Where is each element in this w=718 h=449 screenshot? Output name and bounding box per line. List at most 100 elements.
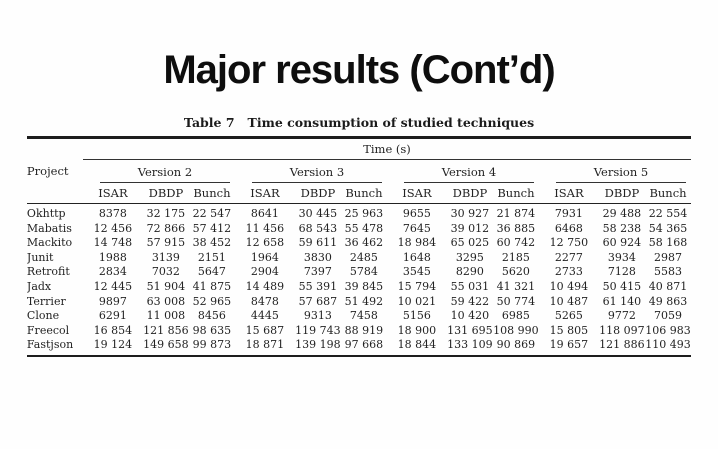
value-cell: 18 871 [245, 338, 285, 352]
value-cell: 108 990 [493, 323, 539, 337]
value-cell: 8378 [98, 207, 127, 220]
value-cell: 1648 [402, 250, 431, 264]
value-cell: 8290 [455, 265, 484, 279]
version-4-label: Version 4 [403, 162, 534, 183]
subheader-dbdp: DBDP [446, 182, 493, 204]
value-cell: 2987 [654, 250, 682, 264]
value-cell: 8456 [197, 309, 226, 323]
value-cell: 131 695 [447, 323, 493, 337]
value-cell: 99 873 [192, 338, 232, 352]
value-cell: 3545 [402, 265, 431, 279]
value-cell: 12 658 [245, 236, 285, 250]
value-cell: 63 008 [146, 294, 186, 308]
value-cell: 10 021 [397, 294, 437, 308]
value-cell: 2733 [554, 265, 583, 279]
value-cell: 22 547 [192, 207, 232, 220]
value-cell: 58 238 [602, 221, 642, 235]
table-caption-label: Table 7 [183, 115, 235, 130]
value-cell: 10 494 [549, 279, 589, 293]
value-cell: 41 875 [192, 279, 232, 293]
value-cell: 12 445 [93, 279, 133, 293]
subheader-bunch: Bunch [340, 182, 387, 204]
value-cell: 7645 [402, 221, 431, 235]
version-5-header-cell: Version 5 [539, 160, 691, 183]
value-cell: 30 927 [450, 207, 490, 220]
value-cell: 18 844 [397, 338, 437, 352]
value-cell: 6468 [554, 221, 583, 235]
table-row: Fastjson 19 124 149 658 99 873 18 871 139 198… [27, 338, 691, 356]
value-cell: 3934 [607, 250, 636, 264]
value-cell: 52 965 [192, 294, 232, 308]
table-row: Clone 6291 11 008 8456 4445 9313 7458 5156 10 42… [27, 309, 691, 324]
subheader-dbdp: DBDP [294, 182, 341, 204]
version-5-label: Version 5 [555, 162, 687, 183]
subheader-bunch: Bunch [492, 182, 539, 204]
version-2-label: Version 2 [99, 162, 230, 183]
value-cell: 51 904 [146, 279, 186, 293]
value-cell: 15 794 [397, 279, 437, 293]
value-cell: 7032 [151, 265, 180, 279]
project-name: Okhttp [26, 207, 66, 220]
value-cell: 59 422 [450, 294, 490, 308]
value-cell: 11 456 [245, 221, 285, 235]
project-name: Mabatis [26, 221, 72, 235]
value-cell: 5647 [197, 265, 226, 279]
project-name: Mackito [26, 236, 73, 250]
value-cell: 60 742 [496, 236, 536, 250]
value-cell: 18 900 [397, 323, 437, 337]
value-cell: 2485 [349, 250, 378, 264]
project-column-header: Project [26, 137, 83, 204]
subheader-isar: ISAR [234, 182, 295, 204]
value-cell: 57 915 [146, 236, 186, 250]
value-cell: 39 012 [450, 221, 490, 235]
value-cell: 18 984 [397, 236, 437, 250]
value-cell: 9772 [607, 309, 636, 323]
project-name: Freecol [26, 323, 70, 337]
value-cell: 1988 [98, 250, 127, 264]
value-cell: 121 856 [143, 323, 189, 337]
value-cell: 55 478 [344, 221, 384, 235]
value-cell: 4445 [250, 309, 279, 323]
value-cell: 54 365 [648, 221, 688, 235]
value-cell: 15 805 [549, 323, 589, 337]
subheader-bunch: Bunch [188, 182, 235, 204]
version-4-header-cell: Version 4 [387, 160, 539, 183]
value-cell: 149 658 [143, 338, 189, 352]
value-cell: 72 866 [146, 221, 186, 235]
project-name: Retrofit [26, 265, 70, 279]
slide-title: Major results (Cont’d) [163, 48, 555, 92]
value-cell: 32 175 [146, 207, 186, 220]
value-cell: 2834 [98, 265, 127, 279]
project-name: Clone [26, 309, 60, 323]
value-cell: 30 445 [298, 207, 338, 220]
value-cell: 118 097 [599, 323, 645, 337]
value-cell: 5784 [349, 265, 378, 279]
value-cell: 68 543 [298, 221, 338, 235]
subheader-isar: ISAR [386, 182, 447, 204]
table-row: Junit 1988 3139 2151 1964 3830 2485 1648 3295 218… [27, 251, 691, 266]
table-block: Table 7 Time consumption of studied techn… [0, 115, 718, 357]
value-cell: 5156 [402, 309, 431, 323]
value-cell: 25 963 [344, 207, 384, 220]
value-cell: 90 869 [496, 338, 536, 352]
value-cell: 10 487 [549, 294, 589, 308]
value-cell: 60 924 [602, 236, 642, 250]
project-name: Terrier [26, 294, 66, 308]
value-cell: 16 854 [93, 323, 133, 337]
value-cell: 7458 [349, 309, 378, 323]
value-cell: 121 886 [599, 338, 645, 352]
value-cell: 29 488 [602, 207, 642, 220]
value-cell: 6985 [501, 309, 530, 323]
table-body: Okhttp 8378 32 175 22 547 8641 30 445 25 963 96… [27, 204, 691, 356]
value-cell: 3295 [455, 250, 484, 264]
value-cell: 36 885 [496, 221, 536, 235]
value-cell: 55 031 [450, 279, 490, 293]
table-caption: Table 7 Time consumption of studied techn… [0, 115, 718, 130]
value-cell: 6291 [98, 309, 127, 323]
value-cell: 9655 [402, 207, 431, 220]
value-cell: 9897 [98, 294, 127, 308]
value-cell: 12 456 [93, 221, 133, 235]
value-cell: 7397 [303, 265, 332, 279]
value-cell: 88 919 [344, 323, 384, 337]
